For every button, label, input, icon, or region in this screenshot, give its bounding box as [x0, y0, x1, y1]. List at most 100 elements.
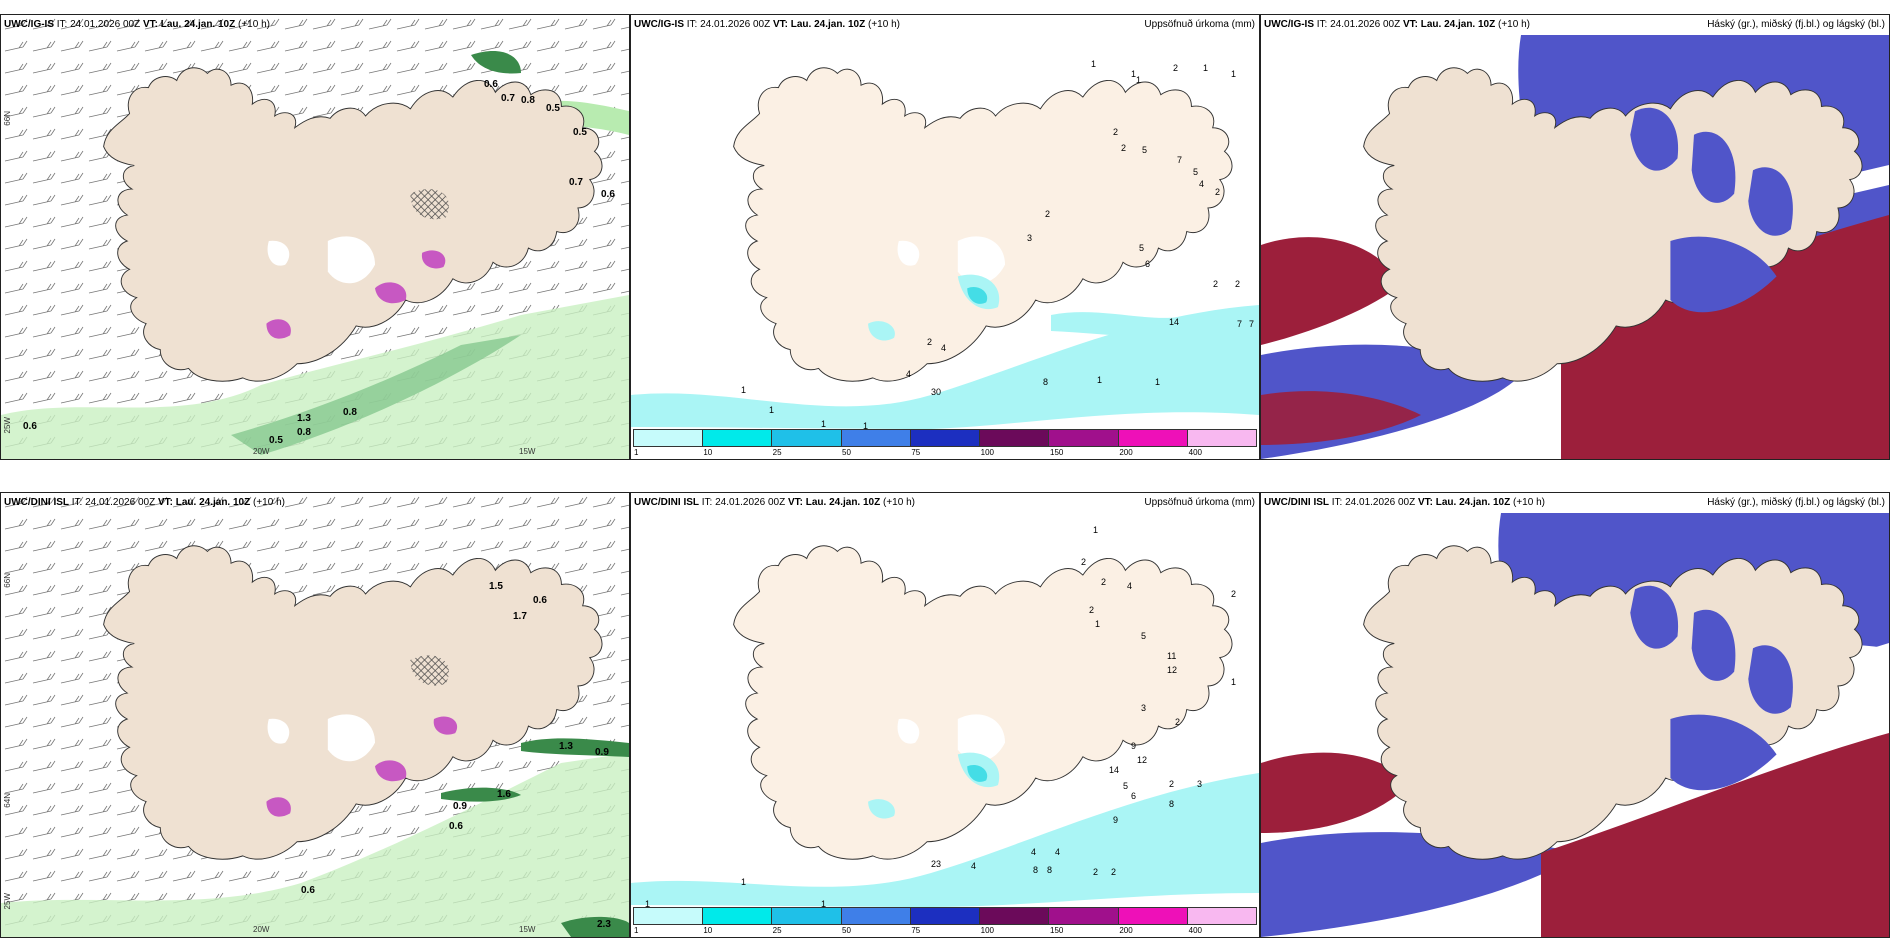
cloud-title: Háský (gr.), miðský (fj.bl.) og lágský (…	[1707, 497, 1885, 508]
legend-tick-label: 1	[634, 926, 639, 935]
legend-tick-label: 25	[772, 926, 782, 935]
precip-label: 2	[1175, 717, 1180, 727]
wind-label: 0.8	[297, 427, 311, 438]
precip-label: 1	[1091, 59, 1096, 69]
panel-header: UWC/IG-IS IT: 24.01.2026 00Z VT: Lau. 24…	[1264, 19, 1530, 30]
legend-swatch	[980, 430, 1050, 446]
precip-label: 2	[1169, 779, 1174, 789]
lon-label-20: 20W	[253, 447, 270, 456]
legend-tick-label: 100	[980, 926, 995, 935]
wind-label: 0.5	[573, 127, 587, 138]
precip-label: 5	[1123, 781, 1128, 791]
precip-label: 8	[1169, 799, 1174, 809]
precip-label: 4	[971, 861, 976, 871]
legend-swatch	[1187, 430, 1256, 446]
lon-label-20: 20W	[253, 925, 270, 934]
wind-label: 1.3	[559, 741, 573, 752]
panel-header: UWC/DINI ISL IT: 24.01.2026 00Z VT: Lau.…	[1264, 497, 1545, 508]
precip-label: 6	[1131, 791, 1136, 801]
panel-header: UWC/IG-IS IT: 24.01.2026 00Z VT: Lau. 24…	[634, 19, 900, 30]
legend-swatch	[841, 430, 911, 446]
precip-map: 1 1 2 1 1 1 2 2 5 7 5 4 2 3 2 5 6 2 14 7…	[631, 59, 1259, 431]
legend-tick-label: 200	[1119, 448, 1133, 457]
legend-tick-label: 400	[1188, 926, 1203, 935]
legend-swatch	[1049, 430, 1119, 446]
panel-header: UWC/DINI ISL IT: 24.01.2026 00Z VT: Lau.…	[634, 497, 915, 508]
precip-title: Uppsöfnuð úrkoma (mm)	[1144, 19, 1255, 30]
precip-label: 9	[1131, 741, 1136, 751]
precip-label: 2	[1231, 589, 1236, 599]
precip-label: 2	[1173, 63, 1178, 73]
wind-panel-row-1: UWC/IG-IS IT: 24.01.2026 00Z VT: Lau. 24…	[0, 14, 630, 460]
precip-label: 4	[906, 369, 911, 379]
precip-label: 8	[1043, 377, 1048, 387]
precip-label: 2	[927, 337, 932, 347]
legend-tick-label: 50	[842, 926, 851, 935]
lat-label-66: 66N	[3, 111, 12, 126]
wind-label: 2.3	[597, 919, 611, 930]
legend-swatch	[910, 908, 981, 924]
legend-tick-label: 25	[772, 448, 782, 457]
legend-tick-label: 10	[703, 448, 713, 457]
wind-label: 0.6	[449, 821, 463, 832]
precip-label: 1	[1097, 375, 1102, 385]
precip-label: 14	[1169, 317, 1179, 327]
precip-label: 1	[1093, 525, 1098, 535]
legend-swatch	[980, 908, 1050, 924]
precip-label: 3	[1141, 703, 1146, 713]
wind-label: 0.6	[301, 885, 315, 896]
precip-label: 8	[1033, 865, 1038, 875]
lat-label-66: 66N	[3, 573, 12, 588]
wind-label: 0.6	[601, 189, 615, 200]
wind-label: 1.6	[497, 789, 511, 800]
precip-label: 2	[1101, 577, 1106, 587]
legend-swatch	[634, 430, 704, 446]
precip-label: 7	[1237, 319, 1242, 329]
legend-tick-label: 400	[1188, 448, 1203, 457]
precip-label: 11	[1167, 651, 1176, 661]
wind-label: 0.9	[453, 801, 467, 812]
wind-label: 0.8	[521, 95, 535, 106]
precip-label: 2	[1093, 867, 1098, 877]
precip-label: 4	[1199, 179, 1204, 189]
precip-label: 1	[741, 877, 746, 887]
wind-label: 0.5	[546, 103, 560, 114]
precip-label: 7	[1249, 319, 1254, 329]
wind-label: 1.5	[489, 581, 503, 592]
precip-label: 1	[821, 899, 826, 909]
wind-label: 0.7	[569, 177, 583, 188]
legend-swatch	[1118, 908, 1188, 924]
legend-tick-label: 150	[1050, 926, 1064, 935]
cloud-panel-row-1: UWC/IG-IS IT: 24.01.2026 00Z VT: Lau. 24…	[1260, 14, 1890, 460]
precip-label: 4	[1031, 847, 1036, 857]
precip-label: 5	[1141, 631, 1146, 641]
precip-label: 23	[931, 859, 941, 869]
precip-label: 1	[1231, 69, 1236, 79]
legend-swatch	[841, 908, 911, 924]
lon-label-15: 15W	[519, 447, 536, 456]
precip-map: 1 2 2 4 2 1 2 5 11 12 1 3 2 9 12 14 5 6 …	[631, 525, 1259, 909]
legend-tick-label: 100	[980, 448, 995, 457]
precip-label: 9	[1113, 815, 1118, 825]
precip-label: 5	[1139, 243, 1144, 253]
cloud-panel-row-2: UWC/DINI ISL IT: 24.01.2026 00Z VT: Lau.…	[1260, 492, 1890, 938]
legend-tick-label: 150	[1050, 448, 1064, 457]
precip-legend: 1 10 25 50 75 100 150 200 400	[631, 429, 1259, 459]
precip-label: 2	[1113, 127, 1118, 137]
legend-swatch	[1118, 430, 1188, 446]
legend-tick-label: 75	[911, 926, 921, 935]
precip-label: 2	[1045, 209, 1050, 219]
panel-header: UWC/DINI ISL IT: 24.01.2026 00Z VT: Lau.…	[4, 497, 285, 508]
wind-label: 0.6	[533, 595, 547, 606]
precip-label: 2	[1213, 279, 1218, 289]
precip-label: 5	[1142, 145, 1147, 155]
precip-panel-row-1: UWC/IG-IS IT: 24.01.2026 00Z VT: Lau. 24…	[630, 14, 1260, 460]
precip-label: 8	[1047, 865, 1052, 875]
legend-tick-label: 200	[1119, 926, 1133, 935]
wind-label: 0.7	[501, 93, 515, 104]
precip-label: 1	[1203, 63, 1208, 73]
legend-tick-label: 10	[703, 926, 713, 935]
wind-label: 0.5	[269, 435, 283, 446]
lat-label-25: 25W	[3, 417, 12, 434]
precip-label: 3	[1027, 233, 1032, 243]
